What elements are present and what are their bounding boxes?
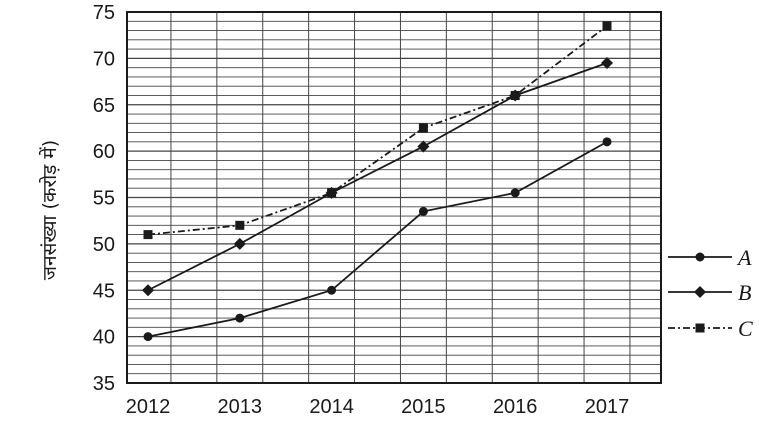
legend-item-c: C xyxy=(668,316,753,341)
data-point xyxy=(417,140,430,153)
series-lines xyxy=(142,21,613,342)
x-axis-tick-labels: 2012 2013 2014 2015 2016 2017 xyxy=(126,396,630,418)
y-tick-label: 45 xyxy=(93,280,115,302)
data-point xyxy=(601,57,613,70)
data-point xyxy=(602,21,612,31)
y-axis-label: जनसंख्या (करोड़ में) xyxy=(38,140,61,280)
series-b xyxy=(142,57,613,297)
plot-frame xyxy=(126,11,662,384)
x-tick-label: 2012 xyxy=(126,396,171,418)
legend-label: B xyxy=(738,280,751,305)
y-tick-label: 60 xyxy=(93,141,115,163)
data-point xyxy=(694,286,706,298)
grid-lines xyxy=(127,11,661,384)
y-tick-label: 75 xyxy=(93,2,115,24)
series-line xyxy=(147,25,608,236)
x-tick-label: 2013 xyxy=(218,396,263,418)
series-line xyxy=(147,62,608,292)
x-tick-label: 2017 xyxy=(585,396,630,418)
y-tick-label: 35 xyxy=(93,373,115,395)
legend-label: A xyxy=(736,245,752,270)
x-tick-label: 2015 xyxy=(401,396,446,418)
data-point xyxy=(510,90,520,100)
legend-item-b: B xyxy=(668,280,751,305)
y-axis-tick-labels: 35 40 45 50 55 60 65 70 75 xyxy=(93,2,115,395)
data-point xyxy=(233,237,246,250)
x-tick-label: 2014 xyxy=(309,396,354,418)
data-point xyxy=(143,332,153,342)
legend-item-a: A xyxy=(668,245,752,270)
data-point xyxy=(143,230,153,240)
legend: ABC xyxy=(668,245,753,341)
data-point xyxy=(327,285,337,295)
data-point xyxy=(418,206,428,216)
series-c xyxy=(143,21,612,240)
y-tick-label: 55 xyxy=(93,188,115,210)
data-point xyxy=(235,313,245,323)
data-point xyxy=(695,323,705,333)
series-line xyxy=(147,141,608,338)
data-point xyxy=(142,284,154,297)
legend-label: C xyxy=(738,316,753,341)
data-point xyxy=(327,188,337,198)
data-point xyxy=(235,220,245,230)
data-point xyxy=(418,123,428,133)
y-tick-label: 50 xyxy=(93,234,115,256)
y-tick-label: 65 xyxy=(93,95,115,117)
y-tick-label: 70 xyxy=(93,48,115,70)
data-point xyxy=(510,188,520,198)
data-point xyxy=(602,137,612,147)
series-a xyxy=(143,137,612,342)
data-point xyxy=(695,252,705,262)
y-tick-label: 40 xyxy=(93,327,115,349)
x-tick-label: 2016 xyxy=(493,396,538,418)
